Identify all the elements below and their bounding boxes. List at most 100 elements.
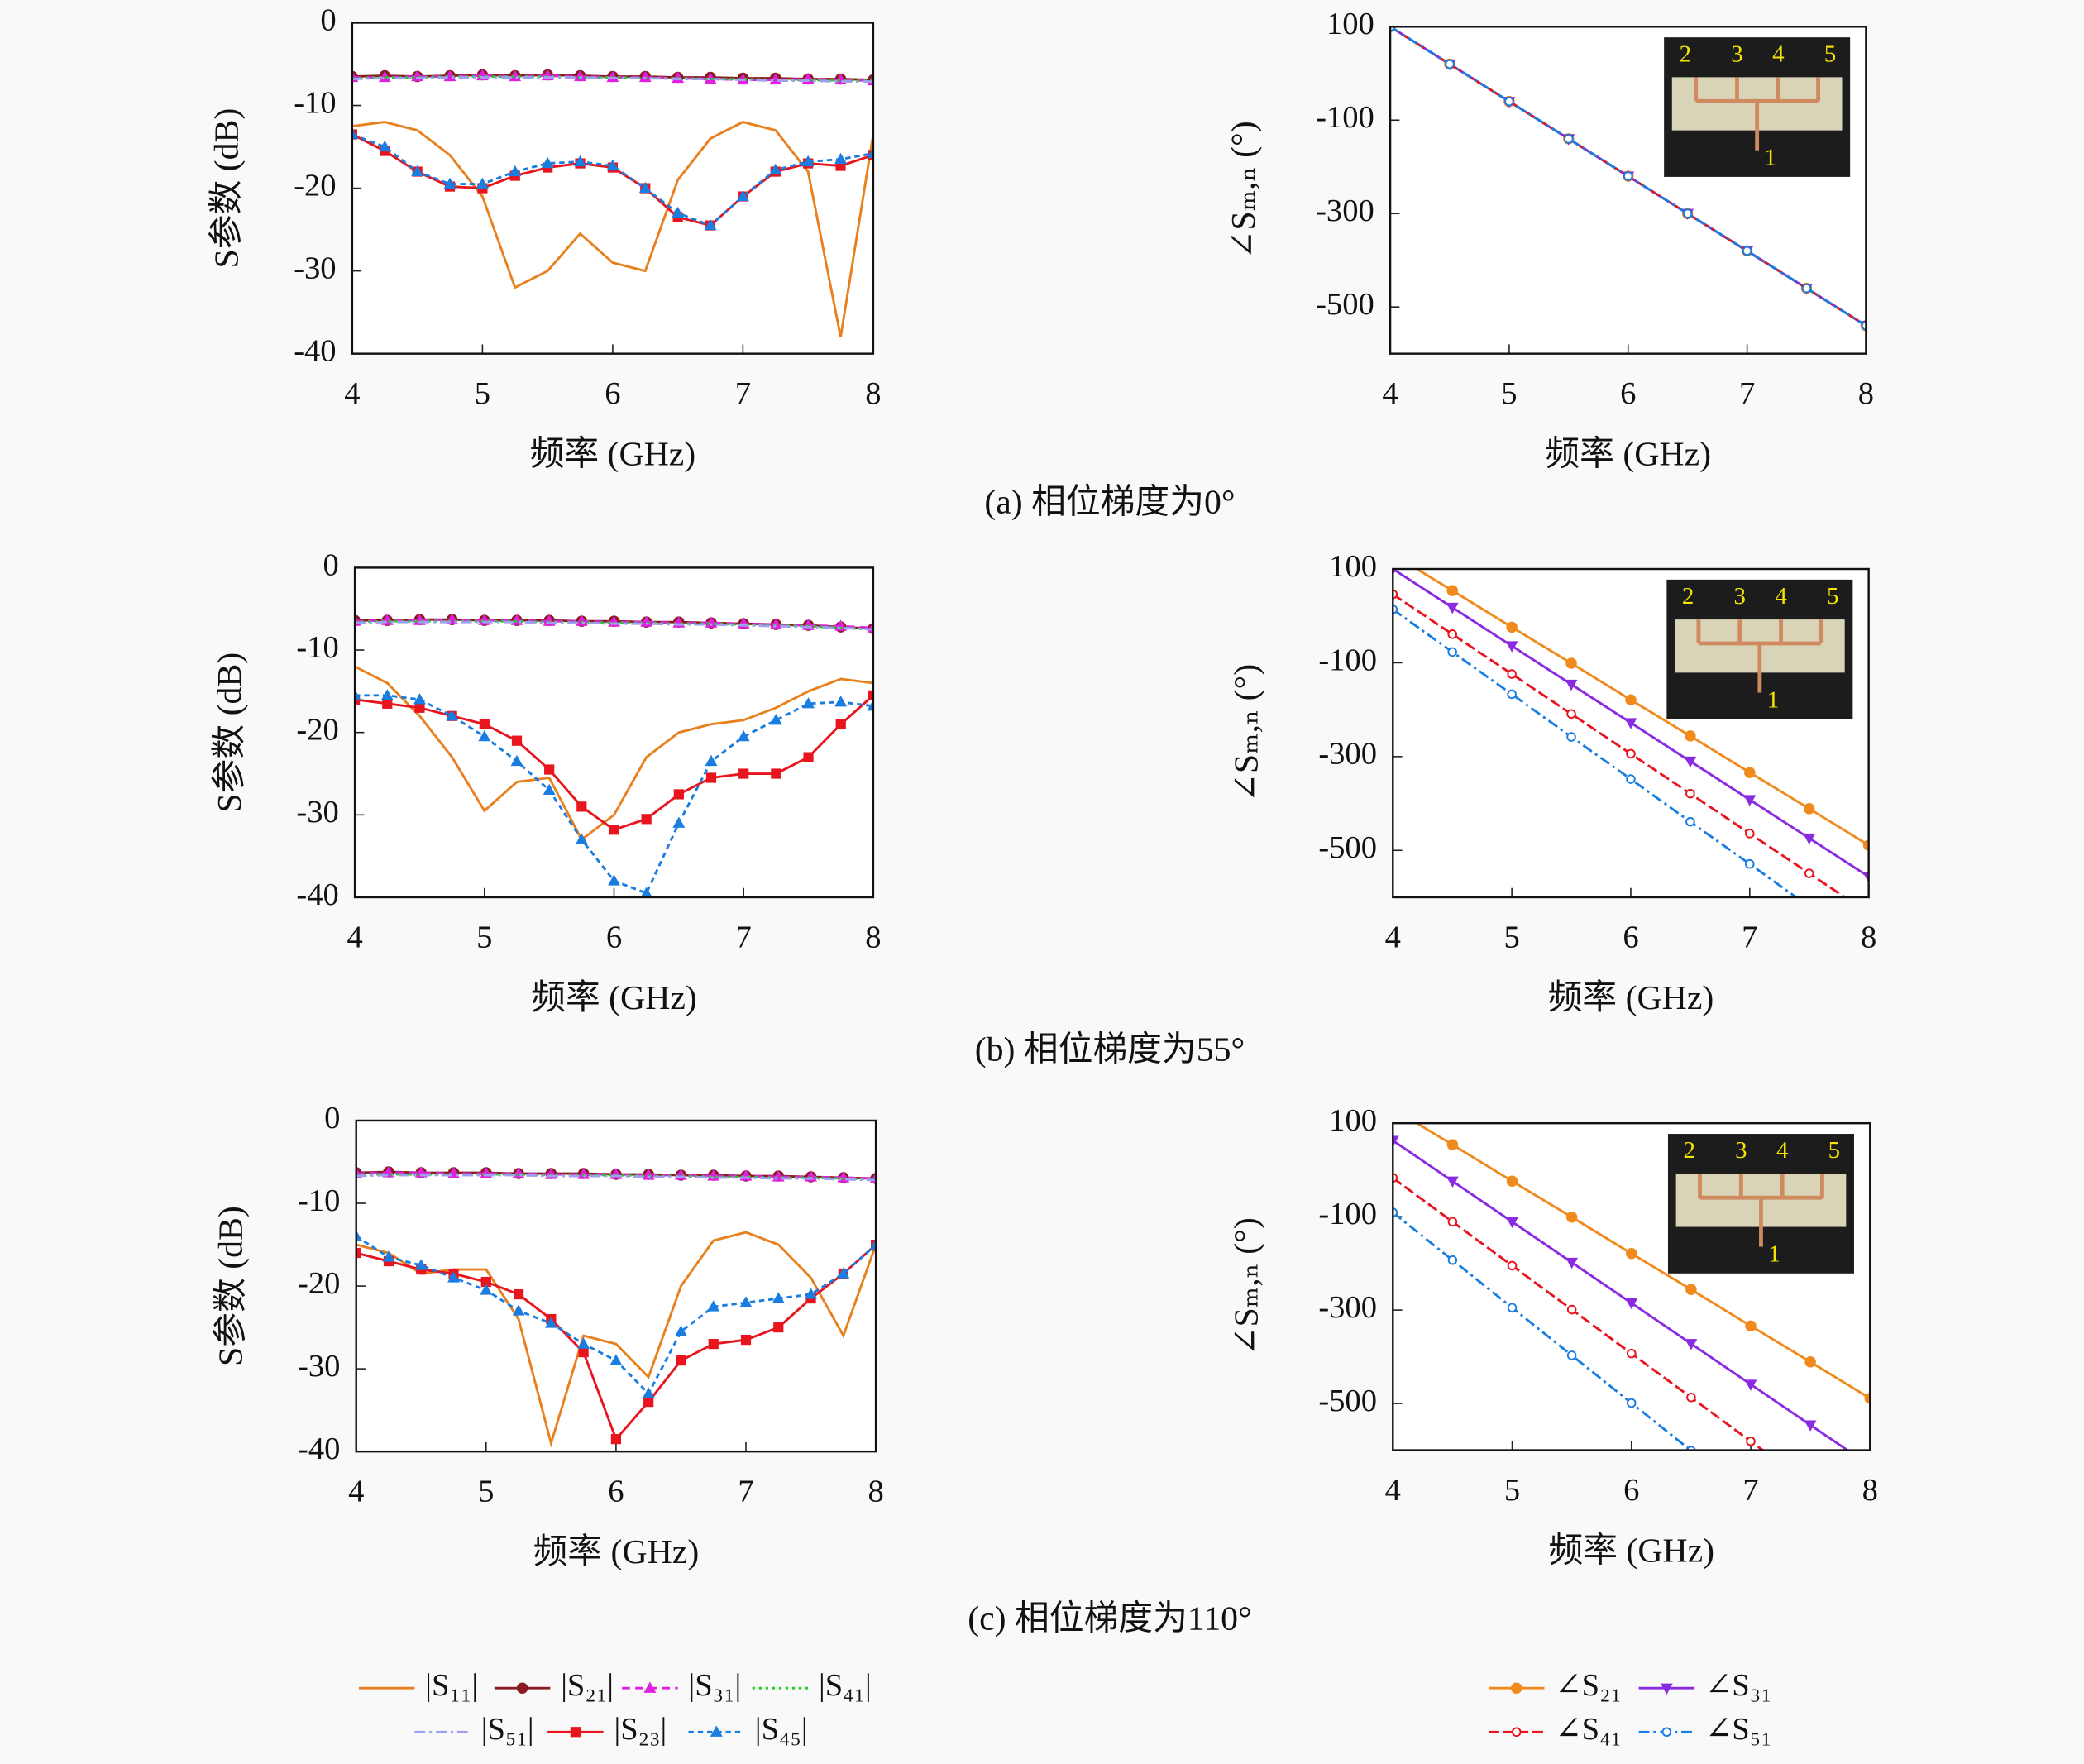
marker — [1682, 208, 1693, 219]
marker — [476, 177, 489, 189]
x-tick-label: 7 — [1742, 920, 1757, 954]
marker — [867, 700, 873, 711]
x-tick-label: 8 — [865, 376, 881, 411]
plot-frame — [1392, 1121, 1871, 1451]
marker — [1565, 1257, 1579, 1269]
marker — [1742, 246, 1752, 256]
marker — [1506, 1217, 1518, 1229]
x-axis-label: 频率 (GHz) — [533, 1532, 700, 1571]
marker — [513, 1288, 524, 1300]
x-tick-label: 4 — [344, 376, 360, 411]
marker — [378, 140, 391, 152]
marker — [574, 155, 586, 167]
marker — [1445, 59, 1455, 69]
y-tick-label: -20 — [296, 713, 338, 748]
x-tick-label: 6 — [1623, 1473, 1639, 1508]
marker — [1805, 903, 1814, 911]
marker — [1446, 585, 1458, 596]
y-tick-label: -40 — [294, 334, 336, 369]
marker — [541, 156, 554, 169]
y-tick-label: -100 — [1316, 100, 1374, 135]
y-tick-label: -300 — [1318, 737, 1377, 772]
legend-label: ∠S₄₁ — [1555, 1712, 1622, 1747]
y-axis-label: ∠Sₘ,ₙ (°) — [1227, 664, 1265, 802]
marker — [413, 693, 426, 705]
legend-label: |S₅₁| — [481, 1712, 534, 1747]
x-axis-label: 频率 (GHz) — [530, 435, 696, 474]
marker — [1626, 1348, 1637, 1359]
marker — [1511, 1727, 1522, 1738]
y-tick-label: -500 — [1318, 830, 1377, 865]
y-tick-label: -100 — [1318, 643, 1377, 677]
marker — [570, 1727, 581, 1738]
y-tick-label: -500 — [1318, 1384, 1377, 1418]
x-tick-label: 4 — [1385, 1473, 1401, 1508]
y-axis-label: S参数 (dB) — [208, 108, 246, 269]
marker — [642, 1387, 655, 1398]
marker — [1446, 1139, 1459, 1150]
x-tick-label: 7 — [735, 376, 751, 411]
marker — [1511, 1682, 1522, 1694]
plot-frame — [1389, 26, 1867, 355]
marker — [443, 177, 456, 189]
marker — [1801, 283, 1812, 294]
series-group — [355, 613, 873, 897]
x-tick-label: 6 — [605, 376, 620, 411]
marker — [1624, 718, 1637, 729]
marker — [414, 702, 425, 713]
marker — [1684, 756, 1697, 768]
marker — [772, 1292, 785, 1303]
x-tick-label: 7 — [1742, 1473, 1758, 1508]
x-tick-label: 4 — [1385, 920, 1401, 954]
marker — [1566, 1304, 1577, 1315]
marker — [708, 1338, 719, 1350]
series-group — [1393, 569, 1869, 911]
x-tick-label: 6 — [1620, 376, 1636, 411]
marker — [837, 1267, 850, 1279]
y-axis-label: S参数 (dB) — [211, 1206, 250, 1366]
marker — [1862, 872, 1869, 883]
marker — [1507, 1303, 1518, 1313]
marker — [1565, 657, 1577, 669]
x-tick-label: 5 — [476, 920, 492, 954]
marker — [1746, 1437, 1756, 1446]
x-tick-label: 6 — [1623, 920, 1638, 954]
marker — [802, 697, 815, 709]
plot-frame — [351, 22, 875, 355]
marker — [1804, 868, 1814, 878]
marker — [608, 874, 620, 886]
marker — [771, 768, 782, 779]
marker — [609, 1354, 623, 1365]
marker — [1744, 1379, 1757, 1391]
marker — [511, 735, 523, 746]
inset-label: 2 — [1683, 1137, 1694, 1164]
x-tick-label: 5 — [1501, 376, 1517, 411]
marker — [414, 1259, 428, 1270]
y-tick-label: 0 — [320, 2, 336, 37]
caption: (a) 相位梯度为0° — [984, 482, 1235, 521]
marker — [575, 833, 588, 844]
marker — [356, 1230, 363, 1241]
inset-label: 5 — [1824, 41, 1836, 67]
marker — [705, 772, 717, 783]
y-tick-label: -40 — [298, 1432, 340, 1466]
marker — [1866, 1525, 1874, 1533]
x-axis-label: 频率 (GHz) — [1548, 1532, 1714, 1570]
x-tick-label: 4 — [1382, 376, 1398, 411]
y-axis-label: ∠Sₘ,ₙ (°) — [1227, 1217, 1265, 1355]
marker — [1623, 171, 1633, 181]
x-tick-label: 4 — [347, 920, 362, 954]
marker — [606, 159, 619, 171]
marker — [1446, 1176, 1459, 1188]
series-line — [355, 620, 873, 631]
marker — [638, 70, 652, 83]
marker — [1806, 1481, 1814, 1489]
caption: (b) 相位梯度为55° — [975, 1030, 1245, 1069]
marker — [1745, 1320, 1757, 1332]
marker — [478, 729, 491, 742]
inset-label: 3 — [1734, 583, 1746, 610]
marker — [1806, 1542, 1814, 1551]
marker — [643, 1397, 654, 1408]
marker — [446, 709, 459, 721]
